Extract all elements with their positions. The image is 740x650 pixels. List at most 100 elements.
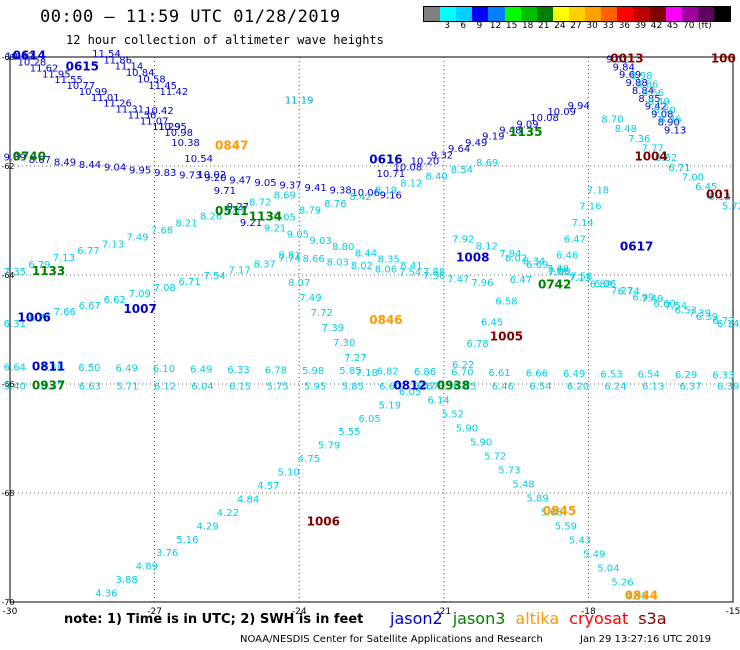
colorbar-swatch <box>665 7 682 21</box>
wave-height-value: 7.17 <box>228 265 250 276</box>
wave-height-value: 9.37 <box>279 181 301 192</box>
colorbar-tick-label: 3 <box>444 21 451 31</box>
wave-height-value: 11.86 <box>103 55 132 66</box>
wave-height-value: 11.56 <box>128 110 157 121</box>
y-tick-label: -62 <box>1 162 14 171</box>
wave-height-value: 6.86 <box>414 367 436 378</box>
wave-height-value: 7.68 <box>151 225 173 236</box>
wave-height-value: 8.90 <box>658 117 680 128</box>
wave-height-value: 6.13 <box>642 381 664 392</box>
wave-height-value: 6.33 <box>712 371 734 382</box>
wave-height-value: 6.66 <box>526 368 548 379</box>
wave-height-value: 7.54 <box>665 301 687 312</box>
legend-altika: altika <box>515 609 560 628</box>
wave-height-value: 4.75 <box>298 454 320 465</box>
wave-height-value: 6.58 <box>41 363 63 374</box>
wave-height-value: 4.89 <box>136 562 158 573</box>
wave-height-value: 7.58 <box>570 271 592 282</box>
wave-height-value: 5.52 <box>442 409 464 420</box>
wave-height-value: 5.68 <box>541 507 563 518</box>
colorbar-tick-label: 15 <box>505 21 518 31</box>
wave-height-value: 5.85 <box>342 381 364 392</box>
x-tick-label: -18 <box>581 607 596 617</box>
wave-height-value: 6.46 <box>492 381 514 392</box>
wave-height-value: 6.62 <box>104 295 126 306</box>
wave-height-value: 6.99 <box>632 293 654 304</box>
wave-height-value: 7.66 <box>54 307 76 318</box>
wave-height-value: 6.47 <box>564 234 586 245</box>
wave-height-value: 8.98 <box>630 71 652 82</box>
wave-height-value: 6.60 <box>653 299 675 310</box>
wave-height-value: 6.58 <box>495 296 517 307</box>
wave-height-value: 8.56 <box>642 88 664 99</box>
wave-height-value: 9.84 <box>613 62 635 73</box>
colorbar-tick-label: 12 <box>489 21 502 31</box>
wave-height-value: 7.56 <box>423 271 445 282</box>
wave-height-value: 7.54 <box>399 268 421 279</box>
wave-height-value: 10.02 <box>197 170 226 181</box>
wave-height-value: 5.98 <box>302 366 324 377</box>
wave-height-value: 6.04 <box>191 381 213 392</box>
wave-height-value: 5.72 <box>722 202 740 213</box>
pass-time-label: 1007 <box>123 302 156 316</box>
wave-height-value: 7.39 <box>322 323 344 334</box>
pass-time-label: 001 <box>706 188 731 202</box>
wave-height-value: 6.49 <box>116 364 138 375</box>
wave-height-value: 9.05 <box>254 178 276 189</box>
wave-height-value: 6.62 <box>655 153 677 164</box>
wave-height-value: 8.37 <box>253 259 275 270</box>
wave-height-value: 7.18 <box>587 185 609 196</box>
colorbar-labels: 3 6 9 12 15 18 21 24 27 30 33 36 39 42 45 70 (ft) <box>423 21 740 33</box>
wave-height-value: 9.04 <box>104 163 126 174</box>
wave-height-value: 6.70 <box>451 368 473 379</box>
wave-height-value: 8.69 <box>476 158 498 169</box>
wave-height-value: 7.47 <box>447 274 469 285</box>
wave-height-value: 5.75 <box>267 381 289 392</box>
pass-time-label: 0615 <box>66 60 99 74</box>
wave-height-value: 10.06 <box>351 188 380 199</box>
wave-height-value: 10.08 <box>394 163 423 174</box>
colorbar-swatch <box>649 7 666 21</box>
pass-time-label: 0614 <box>13 49 46 63</box>
wave-height-value: 9.20 <box>204 173 226 184</box>
wave-height-value: 9.42 <box>645 102 667 113</box>
pass-time-label: 0617 <box>620 239 653 253</box>
wave-height-value: 6.29 <box>675 370 697 381</box>
wave-height-value: 10.08 <box>530 113 559 124</box>
x-tick-label: -24 <box>292 607 307 617</box>
wave-height-value: 4.29 <box>196 521 218 532</box>
wave-height-value: 6.60 <box>379 381 401 392</box>
wave-height-value: 6.63 <box>79 381 101 392</box>
footer-credit: NOAA/NESDIS Center for Satellite Applica… <box>240 634 543 645</box>
legend-jason3: jason3 <box>452 609 506 628</box>
colorbar-swatch <box>520 7 537 21</box>
wave-height-value: 7.49 <box>126 232 148 243</box>
pass-time-label: 0742 <box>538 278 571 292</box>
wave-height-value: 8.54 <box>451 165 473 176</box>
wave-height-value: 5.26 <box>611 577 633 588</box>
y-tick-label: -66 <box>1 380 14 389</box>
wave-height-value: 5.90 <box>456 423 478 434</box>
colorbar-tick-label: (ft) <box>698 21 712 31</box>
colorbar-swatch <box>536 7 553 21</box>
legend-cryosat: cryosat <box>569 609 629 628</box>
wave-height-value: 9.19 <box>482 132 504 143</box>
wave-height-value: 6.22 <box>452 360 474 371</box>
wave-height-value: 8.49 <box>54 158 76 169</box>
wave-height-value: 9.64 <box>448 144 470 155</box>
wave-height-value: 8.40 <box>425 172 447 183</box>
wave-height-value: 10.99 <box>79 87 108 98</box>
wave-height-value: 6.69 <box>526 260 548 271</box>
wave-height-value: 6.67 <box>417 381 439 392</box>
colorbar-tick-label: 45 <box>666 21 679 31</box>
wave-height-value: 6.78 <box>466 339 488 350</box>
wave-height-value: 8.44 <box>79 160 101 171</box>
y-tick-label: -68 <box>1 489 14 498</box>
wave-height-value: 8.69 <box>274 191 296 202</box>
wave-height-value: 9.08 <box>651 110 673 121</box>
wave-height-value: 9.41 <box>304 183 326 194</box>
pass-time-label: 0846 <box>369 313 402 327</box>
wave-height-value: 9.13 <box>664 125 686 136</box>
